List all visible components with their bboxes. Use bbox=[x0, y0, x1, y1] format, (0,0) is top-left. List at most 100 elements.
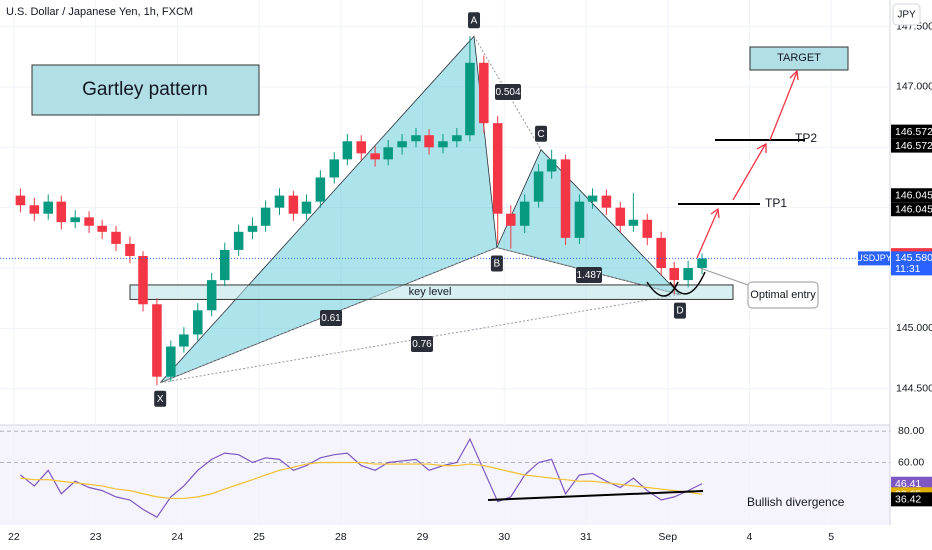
ratio: 0.61 bbox=[321, 313, 341, 324]
candle-body bbox=[424, 135, 434, 148]
tp2-label: TP2 bbox=[795, 131, 817, 145]
point-label: A bbox=[471, 15, 478, 26]
candle-body bbox=[574, 201, 585, 238]
price-tag bbox=[891, 492, 932, 507]
point-label: B bbox=[494, 259, 501, 270]
x-tick-label: 29 bbox=[417, 531, 429, 543]
candle-body bbox=[260, 207, 271, 226]
point-box bbox=[490, 255, 503, 272]
candle-body bbox=[329, 159, 340, 178]
currency-label[interactable]: JPY bbox=[897, 10, 916, 21]
candle-body bbox=[356, 141, 366, 154]
candle-body bbox=[111, 231, 121, 244]
last-price-label: 145.580 bbox=[895, 252, 932, 264]
candle-body bbox=[697, 258, 707, 269]
candle-body bbox=[656, 237, 666, 269]
title-box bbox=[31, 64, 260, 116]
ratio-labels: 0.504 1.487 0.61 0.76 bbox=[320, 84, 602, 352]
arrow bbox=[769, 69, 799, 141]
price-tag-label: 46.41 bbox=[895, 478, 921, 490]
symbol-title: U.S. Dollar / Japanese Yen, 1h, FXCM bbox=[6, 6, 193, 18]
countdown-label: 11:31 bbox=[895, 263, 921, 275]
candle-body bbox=[56, 201, 67, 223]
candle-body bbox=[519, 201, 530, 226]
candle-body bbox=[15, 195, 26, 206]
candle-body bbox=[411, 135, 421, 142]
tp1-label: TP1 bbox=[765, 196, 787, 210]
price-tag-label: 146.572 bbox=[895, 140, 932, 152]
candle-body bbox=[628, 219, 639, 226]
candle-body bbox=[615, 207, 626, 226]
candle-body bbox=[179, 334, 189, 347]
candle-body bbox=[301, 201, 312, 214]
x-tick-label: 23 bbox=[90, 531, 102, 543]
point-box bbox=[535, 125, 548, 142]
x-tick-label: 25 bbox=[253, 531, 265, 543]
candle-body bbox=[84, 217, 94, 226]
y-tick-label: 144.500 bbox=[896, 383, 932, 395]
symbol-tag bbox=[858, 251, 890, 266]
x-tick-label: 28 bbox=[335, 531, 347, 543]
ratio: 0.76 bbox=[412, 339, 432, 350]
price-tag bbox=[891, 188, 932, 203]
x-tick-label: Sep bbox=[658, 531, 677, 543]
rsi-line bbox=[20, 461, 703, 500]
point-box bbox=[154, 390, 167, 407]
key-level-box bbox=[129, 284, 734, 300]
target-box bbox=[749, 46, 849, 71]
candle-body bbox=[315, 177, 326, 202]
candle-body bbox=[247, 225, 258, 232]
candle-body bbox=[29, 205, 40, 214]
entry-label: Optimal entry bbox=[750, 289, 816, 301]
candle-body bbox=[125, 243, 135, 256]
y-tick-label: 60.00 bbox=[898, 456, 924, 468]
candle-body bbox=[288, 195, 299, 214]
y-tick-label: 80.00 bbox=[898, 425, 924, 437]
rsi-line bbox=[20, 437, 703, 518]
candle-body bbox=[233, 231, 244, 250]
target-label: TARGET bbox=[777, 52, 821, 64]
last-price-tag bbox=[891, 251, 932, 276]
candle-body bbox=[70, 217, 80, 223]
callout-pointer bbox=[699, 267, 749, 286]
candle-body bbox=[465, 62, 475, 136]
candle-body bbox=[492, 123, 503, 214]
candle-body bbox=[152, 304, 162, 377]
ratio-box bbox=[411, 336, 433, 352]
rsi-pane bbox=[0, 425, 890, 525]
candle-body bbox=[219, 249, 230, 281]
candle-body bbox=[138, 255, 148, 305]
candle-body bbox=[397, 141, 407, 148]
point-box bbox=[468, 12, 481, 29]
candle-body bbox=[274, 195, 285, 208]
candle-body bbox=[97, 225, 107, 232]
candle-body bbox=[479, 62, 489, 124]
price-tag bbox=[891, 202, 932, 217]
double-bottom-curve bbox=[646, 271, 706, 297]
y-tick-label: 145.000 bbox=[896, 322, 932, 334]
price-tag bbox=[891, 138, 932, 153]
price-tag-label: 146.572 bbox=[895, 126, 932, 138]
currency-button[interactable] bbox=[892, 3, 921, 26]
candle-body bbox=[342, 141, 353, 160]
candle-body bbox=[452, 135, 462, 142]
x-tick-label: 31 bbox=[580, 531, 592, 543]
candle-body bbox=[370, 153, 380, 160]
candle-body bbox=[669, 268, 680, 281]
point-box bbox=[673, 302, 686, 319]
divergence-label: Bullish divergence bbox=[747, 495, 845, 509]
rsi bbox=[20, 437, 703, 518]
ratio-box bbox=[576, 267, 602, 283]
candle-body bbox=[587, 195, 598, 202]
candle-body bbox=[683, 268, 693, 281]
ratio-box bbox=[495, 84, 521, 100]
price-tag bbox=[891, 124, 932, 139]
candle-body bbox=[533, 171, 544, 202]
entry-box bbox=[747, 281, 819, 309]
price-tags: USDJPY146.572146.572146.045146.045145.60… bbox=[0, 124, 932, 507]
candle-body bbox=[438, 141, 448, 148]
candle-body bbox=[166, 346, 176, 377]
candle-body bbox=[546, 159, 557, 172]
candle-body bbox=[642, 219, 653, 238]
